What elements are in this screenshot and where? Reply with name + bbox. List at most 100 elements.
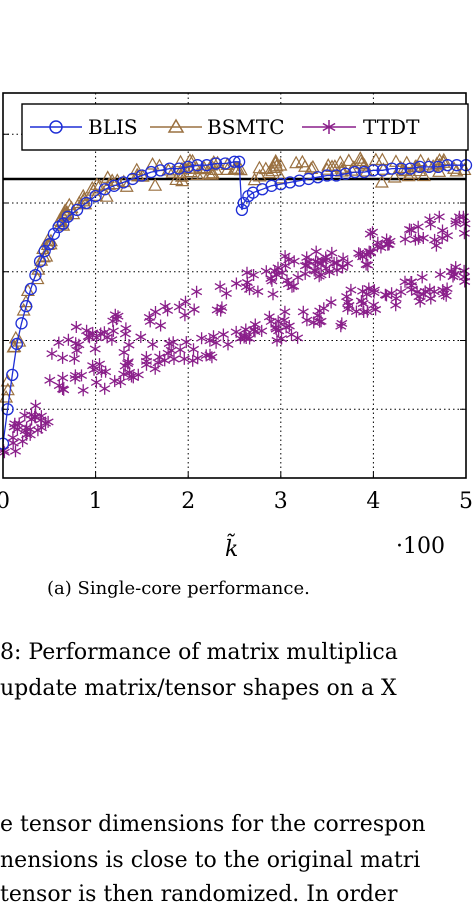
blis-point [302,172,315,186]
blis-point [320,169,334,182]
caption-line-2: update matrix/tensor shapes on a X [0,676,397,701]
ttdt-point [301,314,313,327]
ttdt-point [46,347,58,360]
blis-point [57,217,70,230]
blis-point [404,162,417,175]
bsmtc-point [289,155,304,169]
ttdt-point [345,283,357,296]
bsmtc-point [252,160,267,174]
ttdt-point [399,233,411,246]
ttdt-point [100,365,112,378]
ttdt-point [173,300,185,313]
blis-point [80,196,93,210]
ttdt-point [135,331,147,343]
ttdt-point [310,265,322,278]
blis-point [348,165,362,179]
ttdt-point [91,331,103,344]
blis-point [200,159,213,172]
ttdt-point [299,267,311,280]
ttdt-point [331,257,343,269]
bsmtc-point [99,189,114,202]
ttdt-point [149,362,161,375]
bsmtc-point [333,155,348,168]
ttdt-point [118,346,130,359]
legend-blis-label: BLIS [88,115,138,139]
x-ticks: 0 1 2 3 4 5 [0,472,473,514]
blis-point [265,179,278,192]
ttdt-point [248,269,260,281]
blis-point [38,244,51,258]
ttdt-point [357,250,369,263]
ttdt-point [361,305,373,318]
ttdt-point [109,375,121,388]
ttdt-point [106,333,118,346]
blis-point [376,164,389,177]
ttdt-point [77,384,89,397]
bsmtc-point [165,165,180,178]
bsmtc-point [88,188,104,201]
blis-point [274,177,287,191]
ttdt-point [434,268,446,281]
blis-point [19,299,33,313]
ttdt-point [178,352,190,365]
ttdt-point [174,343,186,356]
ttdt-point [30,399,42,412]
ttdt-point [380,289,393,302]
ttdt-point [143,311,155,324]
ttdt-point [165,344,177,357]
ttdt-point [206,351,218,364]
ttdt-point [90,376,102,389]
ttdt-point [441,282,453,295]
bsmtc-point [12,334,27,347]
ttdt-point [147,338,159,351]
ttdt-point [267,288,279,301]
blis-point [367,164,380,177]
bsmtc-point [252,168,267,182]
ttdt-point [93,358,106,371]
ttdt-point [122,357,134,370]
ttdt-point [110,313,123,326]
ttdt-point [310,245,322,258]
ttdt-point [366,226,379,239]
bsmtc-point [233,162,248,176]
ttdt-point [88,363,100,376]
x-tick-label: 5 [459,489,473,514]
blis-point [43,238,56,251]
ttdt-point [44,374,56,387]
ttdt-point [297,305,309,318]
bsmtc-point [208,162,224,176]
ttdt-point [19,409,31,422]
ttdt-point [214,280,226,293]
ttdt-point [187,343,200,356]
ttdt-point [179,309,191,322]
ttdt-point [70,321,82,333]
ttdt-point [433,210,445,223]
scatter-points [0,151,472,459]
ttdt-point [230,277,242,290]
ttdt-point [187,354,199,367]
ttdt-point [326,246,338,259]
ttdt-point [125,370,137,383]
bsmtc-point [119,179,134,192]
x-tick-label: 3 [274,489,288,514]
blis-point [47,227,61,241]
blis-point [10,337,24,351]
ttdt-point [9,417,21,430]
bsmtc-point [375,152,390,166]
ttdt-point [441,229,454,242]
ttdt-point [73,338,85,351]
bsmtc-point [182,153,197,166]
ttdt-point [149,306,162,318]
ttdt-point [154,350,166,363]
blis-series [0,155,473,450]
blis-point [182,160,195,174]
ttdt-point [459,217,471,230]
blis-point [145,165,158,179]
bsmtc-point [34,253,49,266]
ttdt-point [371,240,383,253]
blis-point [293,174,306,187]
ttdt-point [168,353,180,365]
ttdt-point [412,220,424,233]
bsmtc-point [148,178,163,191]
ttdt-point [399,275,411,288]
